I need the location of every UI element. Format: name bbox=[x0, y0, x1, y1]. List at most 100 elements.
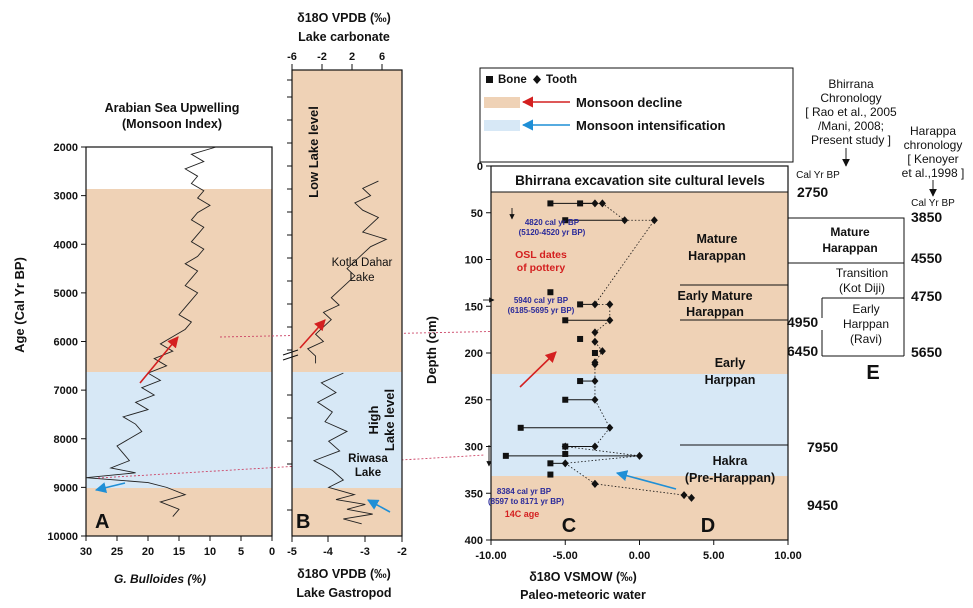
panel-a-x-tick-label: 30 bbox=[80, 546, 92, 558]
panel-b-bottom-tick-1: -5 bbox=[287, 546, 297, 558]
harappa-title-2: chronology bbox=[904, 138, 963, 152]
harappa-mature-1: Mature bbox=[830, 225, 870, 239]
legend-tooth-label: Tooth bbox=[546, 74, 577, 86]
level-early-mature-1: Early Mature bbox=[677, 289, 752, 303]
panel-a-y-tick-label: 3000 bbox=[54, 191, 78, 203]
bone-point bbox=[547, 200, 554, 207]
harappa-unit: Cal Yr BP bbox=[911, 198, 955, 209]
panel-a-y-tick-label: 8000 bbox=[54, 434, 78, 446]
tooth-point bbox=[591, 360, 599, 369]
panel-c-header-box bbox=[491, 166, 788, 192]
tooth-point bbox=[621, 216, 629, 225]
panel-a: 2000 3000 4000 5000 6000 7000 8000 9000 10000 30… bbox=[12, 101, 275, 586]
panel-c-y-tick-label: 250 bbox=[465, 395, 483, 407]
panel-b-bottom-ticks bbox=[291, 536, 403, 542]
harappa-date-1: 3850 bbox=[911, 209, 942, 225]
bhirrana-title-5: Present study ] bbox=[811, 133, 891, 147]
panel-c-y-tick-label: 400 bbox=[465, 535, 483, 547]
panel-c-y-tick-label: 200 bbox=[465, 348, 483, 360]
harappa-chronology: Harappa chronology [ Kenoyer et al.,1998… bbox=[788, 124, 964, 384]
panel-b-top-ticks bbox=[291, 64, 383, 70]
bone-point bbox=[562, 450, 569, 457]
panel-e-letter: E bbox=[866, 362, 879, 384]
legend-decline-swatch bbox=[484, 97, 520, 108]
harappa-transition-1: Transition bbox=[836, 266, 888, 280]
bone-point bbox=[562, 317, 569, 324]
c14-label: 14C age bbox=[505, 509, 540, 519]
panel-c: Bhirrana excavation site cultural levels… bbox=[424, 161, 802, 602]
decline-arrow-a bbox=[139, 336, 179, 384]
legend-intensification-label: Monsoon intensification bbox=[576, 118, 726, 133]
panel-c-x-tick-label: 10.00 bbox=[774, 550, 802, 562]
legend-bone-label: Bone bbox=[498, 74, 527, 86]
panel-c-decline-band-lower bbox=[491, 476, 788, 540]
bhirrana-date-1: 2750 bbox=[797, 184, 828, 200]
legend-intensification-swatch bbox=[484, 120, 520, 131]
date-3-a: 8384 cal yr BP bbox=[497, 487, 552, 496]
legend: Bone Tooth Monsoon decline Monsoon inten… bbox=[479, 67, 794, 163]
date-2-a: 5940 cal yr BP bbox=[514, 296, 569, 305]
panel-c-x-tick-label: -5.00 bbox=[553, 550, 578, 562]
low-lake-label: Low Lake level bbox=[306, 106, 321, 198]
harappa-date-3: 4750 bbox=[911, 288, 942, 304]
panel-b: -6 -2 2 6 -5 -4 -3 -2 δ18O VPDB (‰) Lake… bbox=[282, 11, 407, 600]
panel-c-x-tick-label: 0.00 bbox=[629, 550, 650, 562]
panel-c-y-tick-label: 300 bbox=[465, 442, 483, 454]
panel-a-x-tick-label: 25 bbox=[111, 546, 123, 558]
tooth-point bbox=[606, 423, 614, 432]
bone-point bbox=[577, 378, 584, 385]
decline-arrow-c bbox=[519, 351, 557, 388]
tooth-point bbox=[598, 199, 606, 208]
panel-c-y-tick-label: 350 bbox=[465, 488, 483, 500]
bhirrana-date-4: 7950 bbox=[807, 439, 838, 455]
panel-c-y-tick-label: 100 bbox=[465, 255, 483, 267]
panel-a-letter: A bbox=[95, 511, 109, 533]
legend-decline-label: Monsoon decline bbox=[576, 95, 682, 110]
tooth-point bbox=[606, 316, 614, 325]
panel-a-y-tick-label: 10000 bbox=[47, 531, 78, 543]
bone-point bbox=[577, 335, 584, 342]
bhirrana-title-3: [ Rao et al., 2005 bbox=[805, 105, 897, 119]
panel-a-title-line2: (Monsoon Index) bbox=[122, 117, 222, 131]
panel-c-trend-line bbox=[564, 202, 692, 499]
panel-a-y-label: Age (Cal Yr BP) bbox=[12, 257, 27, 353]
tooth-point bbox=[636, 451, 643, 460]
panel-c-y-tick-label: 50 bbox=[471, 208, 483, 220]
osl-label-2: of pottery bbox=[517, 262, 566, 274]
panel-c-decline-band-upper bbox=[491, 192, 788, 374]
axis-break-1 bbox=[282, 349, 299, 356]
bhirrana-title-2: Chronology bbox=[820, 91, 881, 105]
tooth-point bbox=[591, 442, 599, 451]
bone-point bbox=[547, 289, 554, 296]
tooth-point bbox=[680, 491, 688, 500]
level-mature-2: Harappan bbox=[688, 249, 746, 263]
harappa-date-2: 4550 bbox=[911, 250, 942, 266]
panel-b-bottom-title-1: δ18O VPDB (‰) bbox=[297, 567, 391, 581]
panel-a-x-ticks: 30 25 20 15 10 5 0 bbox=[80, 536, 275, 558]
panel-b-bottom-tick-2: -4 bbox=[323, 546, 334, 558]
panel-a-x-tick-label: 15 bbox=[173, 546, 185, 558]
legend-frame bbox=[479, 67, 794, 163]
high-lake-label-1: High bbox=[366, 406, 381, 435]
panel-b-intensification-band bbox=[292, 372, 402, 488]
legend-tooth-marker bbox=[533, 75, 541, 84]
level-early-mature-2: Harappan bbox=[686, 305, 744, 319]
panel-d-letter: D bbox=[701, 515, 715, 537]
panel-a-x-tick-label: 0 bbox=[269, 546, 275, 558]
panel-a-y-tick-label: 5000 bbox=[54, 288, 78, 300]
bhirrana-date-2: 4950 bbox=[787, 314, 818, 330]
tooth-point bbox=[591, 199, 599, 208]
level-hakra-2: (Pre-Harappan) bbox=[685, 471, 775, 485]
tooth-point bbox=[598, 347, 606, 356]
panel-c-x-ticks: -10.00 -5.00 0.00 5.00 10.00 bbox=[475, 540, 802, 562]
tooth-point bbox=[606, 300, 614, 309]
panel-c-x-label-2: Paleo-meteoric water bbox=[520, 588, 646, 602]
panel-b-decline-band-lower bbox=[292, 488, 402, 536]
panel-a-decline-band-upper bbox=[86, 189, 272, 372]
panel-c-x-tick-label: -10.00 bbox=[475, 550, 506, 562]
panel-a-x-tick-label: 10 bbox=[204, 546, 216, 558]
panel-b-frame bbox=[291, 69, 403, 537]
panel-a-x-label: G. Bulloides (%) bbox=[114, 572, 206, 586]
harappa-transition-2: (Kot Diji) bbox=[839, 281, 885, 295]
panel-c-y-ticks: 0 50 100 150 200 250 300 350 400 bbox=[465, 161, 491, 547]
